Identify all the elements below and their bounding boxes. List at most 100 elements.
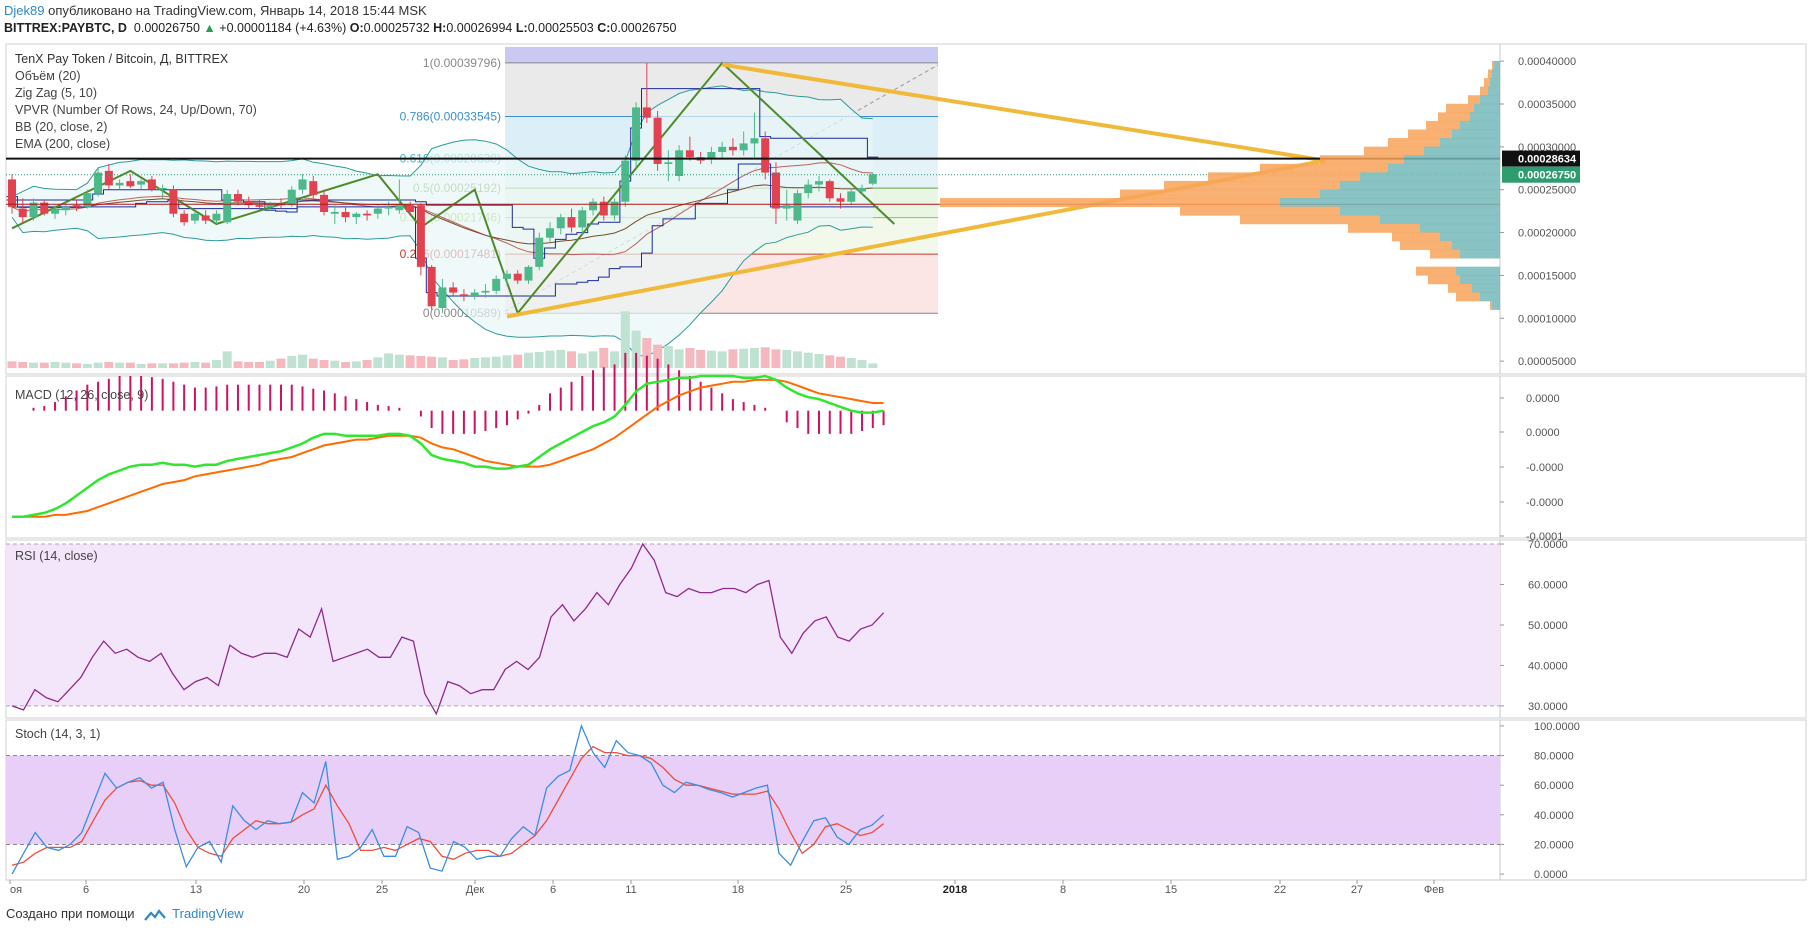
macd-signal-line	[12, 378, 884, 518]
volume-bar	[792, 351, 802, 368]
footer-brand-link[interactable]: TradingView	[172, 906, 244, 921]
volume-bar	[513, 354, 523, 368]
candle-body	[212, 213, 221, 221]
candle-body	[255, 205, 264, 207]
legend-stoch[interactable]: Stoch (14, 3, 1)	[15, 727, 101, 741]
vpvr-up-bar	[1488, 86, 1500, 96]
volume-bar	[846, 358, 856, 368]
candle-body	[728, 146, 737, 151]
time-axis-label: 6	[550, 884, 556, 896]
volume-bar	[190, 362, 200, 368]
legend-rsi[interactable]: RSI (14, close)	[15, 549, 98, 563]
low-value: 0.00025503	[527, 21, 594, 35]
time-axis-label: 13	[190, 884, 202, 896]
time-axis-label: 22	[1274, 884, 1286, 896]
volume-bar	[341, 362, 351, 368]
macd-axis-label: -0.0000	[1526, 497, 1563, 509]
volume-bar	[136, 364, 146, 368]
candle-body	[83, 193, 92, 207]
vpvr-down-bar	[1490, 300, 1492, 310]
vpvr-down-bar	[1348, 223, 1420, 233]
volume-bar	[93, 362, 103, 368]
pane-border-price	[5, 43, 1807, 375]
volume-bar	[50, 362, 60, 368]
volume-bar	[663, 346, 673, 368]
candle-body	[535, 237, 544, 267]
volume-bar	[287, 356, 297, 368]
legend-zigzag[interactable]: Zig Zag (5, 10)	[15, 86, 97, 100]
vpvr-up-bar	[1388, 163, 1500, 173]
legend-bb[interactable]: BB (20, close, 2)	[15, 120, 108, 134]
fib-level-label: 1(0.00039796)	[423, 56, 501, 70]
volume-bar	[470, 358, 480, 368]
chart-canvas[interactable]: 1(0.00039796)0.786(0.00033545)0.618(0.00…	[0, 40, 1814, 902]
candle-body	[8, 179, 16, 207]
candle-body	[94, 172, 103, 194]
vpvr-down-bar	[1320, 155, 1404, 165]
author-link[interactable]: Djek89	[4, 3, 45, 18]
candle-body	[707, 152, 716, 159]
volume-bar	[556, 350, 566, 368]
candle-body	[320, 194, 329, 212]
publish-info: Djek89 опубликовано на TradingView.com, …	[4, 3, 427, 18]
macd-axis-label: -0.0000	[1526, 462, 1563, 474]
price-label-last-bg	[1502, 166, 1580, 183]
candle-body	[459, 294, 468, 296]
candle-body	[481, 290, 490, 293]
stoch-axis-label: 60.0000	[1534, 780, 1574, 792]
volume-bar	[405, 355, 415, 368]
legend-volume[interactable]: Объём (20)	[15, 69, 81, 83]
volume-bar	[631, 330, 641, 368]
legend-vpvr[interactable]: VPVR (Number Of Rows, 24, Up/Down, 70)	[15, 103, 257, 117]
candle-body	[589, 201, 598, 211]
price-axis-label: 0.00040000	[1518, 56, 1576, 68]
fib-level-label: 0.786(0.00033545)	[400, 109, 501, 123]
bollinger-basis-line	[11, 162, 873, 256]
candle-body	[718, 146, 727, 152]
volume-bar	[276, 358, 286, 368]
stoch-axis-label: 40.0000	[1534, 810, 1574, 822]
vpvr-up-bar	[1490, 78, 1500, 88]
candle-body	[502, 273, 511, 279]
volume-bar	[158, 363, 168, 368]
vpvr-down-bar	[1388, 138, 1440, 148]
time-axis-label: 8	[1060, 884, 1066, 896]
volume-bar	[545, 350, 555, 368]
volume-bar	[749, 348, 759, 368]
volume-bar	[803, 352, 813, 368]
volume-bar	[728, 349, 738, 368]
vpvr-down-bar	[1430, 249, 1460, 259]
volume-bar	[610, 351, 620, 368]
rsi-axis-label: 40.0000	[1528, 660, 1568, 672]
vpvr-up-bar	[1440, 232, 1500, 242]
candle-body	[556, 217, 565, 229]
legend-macd[interactable]: MACD (12, 26, close, 9)	[15, 388, 149, 402]
candle-body	[621, 160, 630, 202]
volume-bar	[373, 357, 383, 368]
candle-body	[201, 215, 210, 221]
volume-bar	[211, 360, 221, 368]
high-label: H:	[433, 21, 447, 35]
volume-bar	[351, 361, 361, 368]
volume-bar	[147, 363, 157, 368]
volume-bar	[233, 361, 243, 368]
candle-body	[492, 278, 501, 291]
volume-bar	[254, 362, 264, 368]
candle-body	[653, 117, 662, 164]
price-change: +0.00001184 (+4.63%)	[219, 21, 347, 35]
volume-bar	[308, 358, 318, 368]
close-label: C:	[597, 21, 611, 35]
macd-line	[12, 374, 884, 519]
tradingview-logo-icon[interactable]	[144, 908, 166, 922]
time-axis-label: оя	[10, 884, 22, 896]
candle-body	[373, 208, 382, 214]
vpvr-up-bar	[1456, 266, 1500, 276]
legend-ema[interactable]: EMA (200, close)	[15, 137, 111, 151]
price-label-last: 0.00026750	[1518, 170, 1576, 182]
price-axis-label: 0.00020000	[1518, 228, 1576, 240]
stoch-axis-label: 80.0000	[1534, 751, 1574, 763]
vpvr-up-bar	[1424, 146, 1500, 156]
vpvr-down-bar	[1456, 292, 1480, 302]
candle-body	[169, 189, 178, 214]
candle-body	[223, 194, 232, 223]
